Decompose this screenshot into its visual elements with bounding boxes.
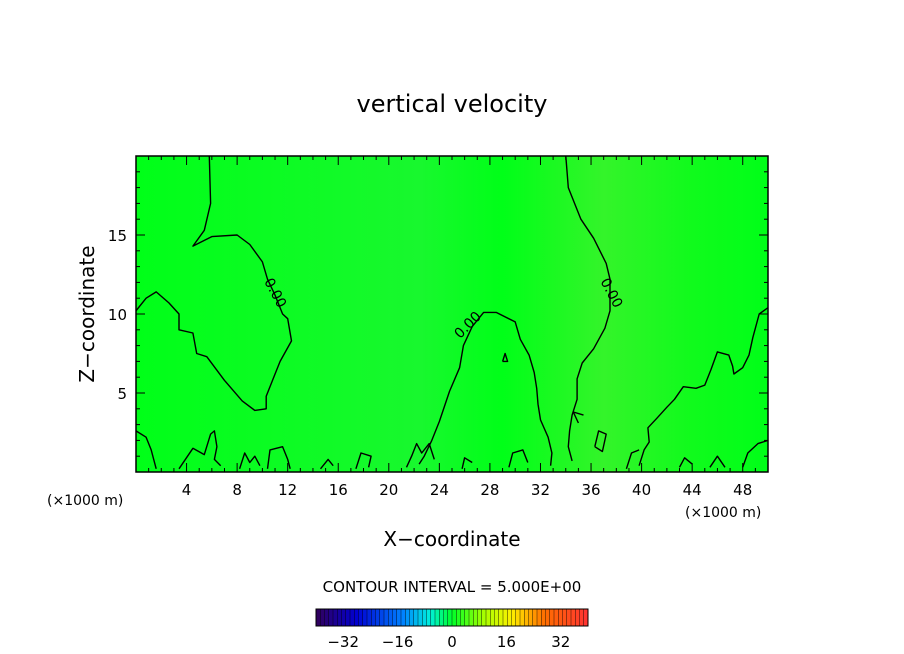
contour-line-6 bbox=[238, 452, 261, 470]
contour-line-18 bbox=[709, 455, 726, 468]
x-tick-label: 24 bbox=[430, 481, 449, 499]
contour-line-0 bbox=[136, 156, 293, 412]
colorbar-tick-label: 32 bbox=[551, 633, 570, 651]
chart-title: vertical velocity bbox=[357, 90, 548, 118]
y-tick-label: 10 bbox=[108, 306, 127, 324]
x-tick-label: 48 bbox=[733, 481, 752, 499]
colorbar-tick-label: −32 bbox=[327, 633, 359, 651]
colorbar-tick-label: −16 bbox=[382, 633, 414, 651]
x-tick-label: 28 bbox=[480, 481, 499, 499]
contour-line-13 bbox=[572, 411, 584, 424]
contour-line-12 bbox=[508, 449, 529, 468]
y-axis-label: Z−coordinate bbox=[75, 245, 99, 382]
x-tick-label: 12 bbox=[278, 481, 297, 499]
contour-lines bbox=[136, 156, 768, 470]
x-tick-label: 4 bbox=[182, 481, 192, 499]
contour-line-9 bbox=[355, 452, 372, 470]
x-tick-label: 40 bbox=[632, 481, 651, 499]
x-axis-label: X−coordinate bbox=[383, 527, 520, 551]
contour-line-3 bbox=[638, 307, 768, 466]
x-tick-label: 44 bbox=[683, 481, 702, 499]
contour-line-1 bbox=[418, 311, 553, 466]
contour-line-5 bbox=[178, 430, 222, 470]
colorbar-tick-label: 16 bbox=[497, 633, 516, 651]
contour-line-15 bbox=[501, 352, 509, 363]
contour-line-16 bbox=[625, 449, 640, 470]
x-tick-label: 16 bbox=[329, 481, 348, 499]
x-tick-label: 8 bbox=[232, 481, 242, 499]
x-unit-left: (×1000 m) bbox=[47, 493, 123, 509]
contour-line-7 bbox=[266, 446, 291, 469]
field-fill bbox=[136, 156, 768, 472]
contour-interval: CONTOUR INTERVAL = 5.000E+00 bbox=[323, 578, 582, 596]
colorbar-tick-label: 0 bbox=[447, 633, 457, 651]
contour-line-14 bbox=[594, 430, 607, 453]
y-tick-label: 15 bbox=[108, 227, 127, 245]
x-tick-label: 32 bbox=[531, 481, 550, 499]
contour-line-4 bbox=[136, 430, 157, 469]
y-tick-label: 5 bbox=[117, 385, 127, 403]
x-unit-right: (×1000 m) bbox=[685, 505, 761, 521]
contour-line-19 bbox=[742, 439, 768, 468]
contour-line-11 bbox=[461, 457, 473, 469]
contour-line-2 bbox=[565, 156, 611, 462]
contour-line-10 bbox=[405, 442, 435, 468]
x-tick-label: 20 bbox=[379, 481, 398, 499]
colorbar: −32 −16 0 16 32 bbox=[315, 608, 589, 651]
contour-line-17 bbox=[678, 457, 693, 468]
contour-line-8 bbox=[319, 458, 334, 470]
x-tick-label: 36 bbox=[581, 481, 600, 499]
